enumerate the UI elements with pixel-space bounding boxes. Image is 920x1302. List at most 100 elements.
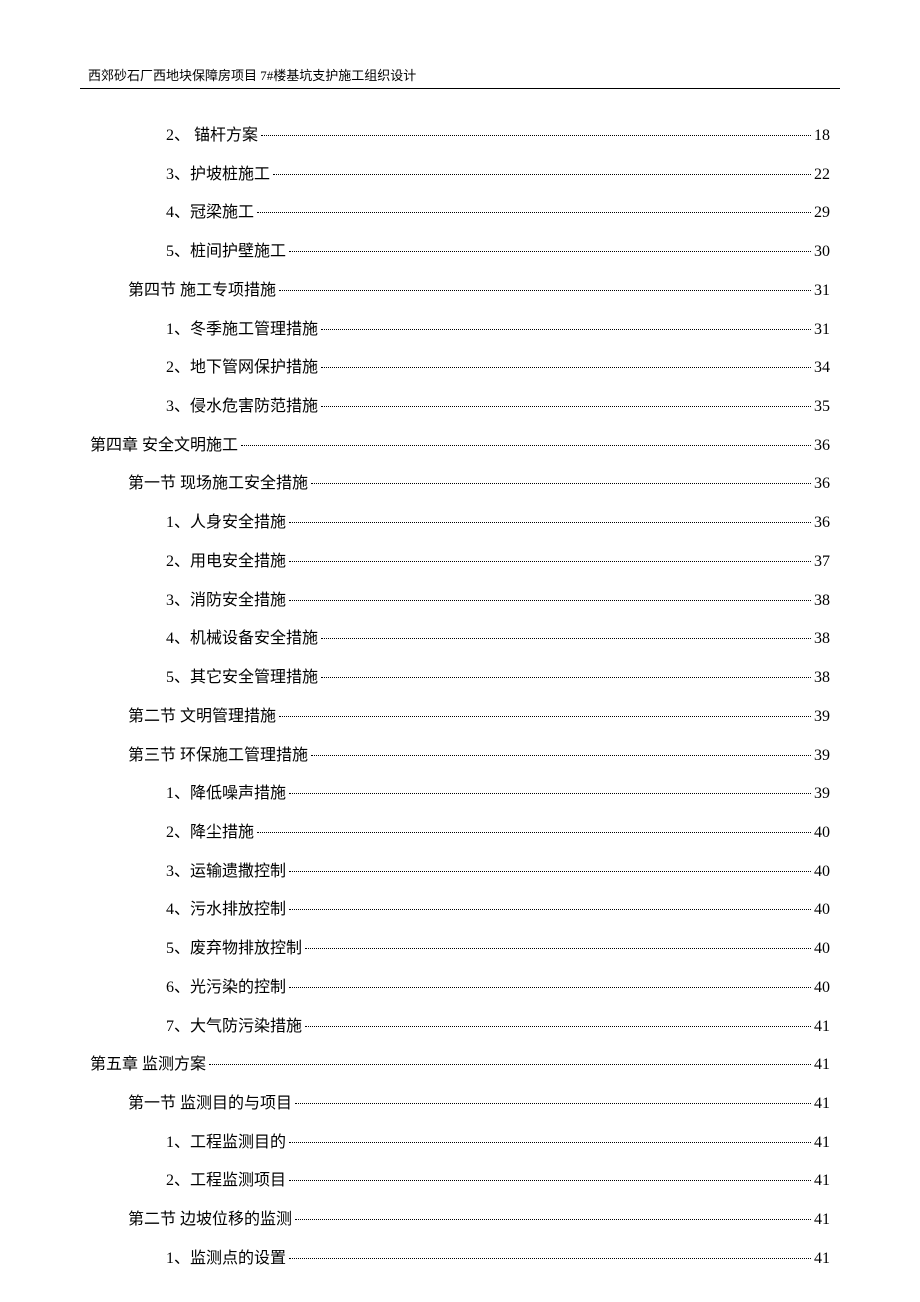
toc-dots xyxy=(295,1103,811,1104)
toc-page: 36 xyxy=(814,465,830,504)
toc-label: 4、污水排放控制 xyxy=(166,891,286,930)
toc-label: 7、大气防污染措施 xyxy=(166,1008,302,1047)
toc-label: 1、人身安全措施 xyxy=(166,504,286,543)
toc-page: 41 xyxy=(814,1085,830,1124)
toc-dots xyxy=(321,367,811,368)
toc-entry: 1、冬季施工管理措施 31 xyxy=(90,311,830,350)
toc-label: 1、工程监测目的 xyxy=(166,1124,286,1163)
toc-entry: 5、桩间护壁施工 30 xyxy=(90,233,830,272)
toc-dots xyxy=(289,600,811,601)
toc-page: 30 xyxy=(814,233,830,272)
toc-label: 6、光污染的控制 xyxy=(166,969,286,1008)
toc-label: 5、桩间护壁施工 xyxy=(166,233,286,272)
toc-page: 36 xyxy=(814,427,830,466)
toc-dots xyxy=(289,1258,811,1259)
toc-dots xyxy=(321,329,811,330)
toc-label: 3、运输遗撒控制 xyxy=(166,853,286,892)
toc-page: 38 xyxy=(814,582,830,621)
toc-entry: 7、大气防污染措施 41 xyxy=(90,1008,830,1047)
toc-label: 4、机械设备安全措施 xyxy=(166,620,318,659)
toc-page: 31 xyxy=(814,311,830,350)
toc-dots xyxy=(289,251,811,252)
toc-entry: 第一节 监测目的与项目 41 xyxy=(90,1085,830,1124)
toc-page: 31 xyxy=(814,272,830,311)
header-underline xyxy=(80,88,840,89)
toc-entry: 2、用电安全措施 37 xyxy=(90,543,830,582)
toc-label: 第五章 监测方案 xyxy=(90,1046,206,1085)
toc-dots xyxy=(289,987,811,988)
toc-entry: 4、污水排放控制 40 xyxy=(90,891,830,930)
table-of-contents: 2、 锚杆方案 18 3、护坡桩施工 22 4、冠梁施工 29 5、桩间护壁施工… xyxy=(80,117,840,1279)
toc-dots xyxy=(289,793,811,794)
toc-entry: 3、消防安全措施 38 xyxy=(90,582,830,621)
toc-label: 5、废弃物排放控制 xyxy=(166,930,302,969)
toc-label: 第四章 安全文明施工 xyxy=(90,427,238,466)
toc-page: 36 xyxy=(814,504,830,543)
toc-entry: 1、人身安全措施 36 xyxy=(90,504,830,543)
toc-page: 39 xyxy=(814,775,830,814)
toc-page: 40 xyxy=(814,853,830,892)
toc-dots xyxy=(321,638,811,639)
toc-page: 22 xyxy=(814,156,830,195)
toc-dots xyxy=(305,1026,811,1027)
toc-entry: 2、降尘措施 40 xyxy=(90,814,830,853)
toc-label: 3、消防安全措施 xyxy=(166,582,286,621)
toc-page: 41 xyxy=(814,1240,830,1279)
toc-entry: 5、废弃物排放控制 40 xyxy=(90,930,830,969)
toc-page: 35 xyxy=(814,388,830,427)
toc-entry: 第四章 安全文明施工 36 xyxy=(90,427,830,466)
toc-entry: 5、其它安全管理措施 38 xyxy=(90,659,830,698)
toc-label: 第一节 现场施工安全措施 xyxy=(128,465,308,504)
toc-dots xyxy=(289,1180,811,1181)
toc-dots xyxy=(279,716,811,717)
toc-label: 2、 锚杆方案 xyxy=(166,117,258,156)
toc-dots xyxy=(311,483,811,484)
toc-label: 1、监测点的设置 xyxy=(166,1240,286,1279)
toc-dots xyxy=(261,135,811,136)
toc-page: 39 xyxy=(814,698,830,737)
toc-entry: 6、光污染的控制 40 xyxy=(90,969,830,1008)
toc-label: 3、侵水危害防范措施 xyxy=(166,388,318,427)
toc-dots xyxy=(321,406,811,407)
toc-page: 41 xyxy=(814,1008,830,1047)
toc-label: 1、冬季施工管理措施 xyxy=(166,311,318,350)
toc-dots xyxy=(289,522,811,523)
toc-page: 29 xyxy=(814,194,830,233)
toc-dots xyxy=(295,1219,811,1220)
toc-label: 第二节 边坡位移的监测 xyxy=(128,1201,292,1240)
toc-label: 1、降低噪声措施 xyxy=(166,775,286,814)
toc-entry: 第五章 监测方案 41 xyxy=(90,1046,830,1085)
toc-dots xyxy=(209,1064,811,1065)
toc-entry: 第四节 施工专项措施 31 xyxy=(90,272,830,311)
toc-dots xyxy=(273,174,811,175)
toc-label: 第三节 环保施工管理措施 xyxy=(128,737,308,776)
toc-entry: 第二节 文明管理措施 39 xyxy=(90,698,830,737)
toc-page: 34 xyxy=(814,349,830,388)
toc-dots xyxy=(289,909,811,910)
toc-label: 4、冠梁施工 xyxy=(166,194,254,233)
toc-entry: 3、侵水危害防范措施 35 xyxy=(90,388,830,427)
toc-entry: 1、降低噪声措施 39 xyxy=(90,775,830,814)
toc-page: 40 xyxy=(814,969,830,1008)
toc-dots xyxy=(305,948,811,949)
toc-entry: 第二节 边坡位移的监测 41 xyxy=(90,1201,830,1240)
toc-page: 41 xyxy=(814,1162,830,1201)
toc-label: 3、护坡桩施工 xyxy=(166,156,270,195)
toc-dots xyxy=(289,1142,811,1143)
toc-label: 第四节 施工专项措施 xyxy=(128,272,276,311)
toc-dots xyxy=(279,290,811,291)
toc-page: 41 xyxy=(814,1124,830,1163)
toc-entry: 3、运输遗撒控制 40 xyxy=(90,853,830,892)
toc-label: 第一节 监测目的与项目 xyxy=(128,1085,292,1124)
toc-entry: 第一节 现场施工安全措施 36 xyxy=(90,465,830,504)
toc-entry: 1、监测点的设置 41 xyxy=(90,1240,830,1279)
header-title: 西郊砂石厂西地块保障房项目 7#楼基坑支护施工组织设计 xyxy=(88,68,416,83)
toc-page: 40 xyxy=(814,930,830,969)
toc-page: 37 xyxy=(814,543,830,582)
toc-entry: 2、地下管网保护措施 34 xyxy=(90,349,830,388)
toc-dots xyxy=(289,561,811,562)
toc-label: 第二节 文明管理措施 xyxy=(128,698,276,737)
toc-page: 40 xyxy=(814,891,830,930)
toc-page: 41 xyxy=(814,1201,830,1240)
toc-entry: 1、工程监测目的 41 xyxy=(90,1124,830,1163)
